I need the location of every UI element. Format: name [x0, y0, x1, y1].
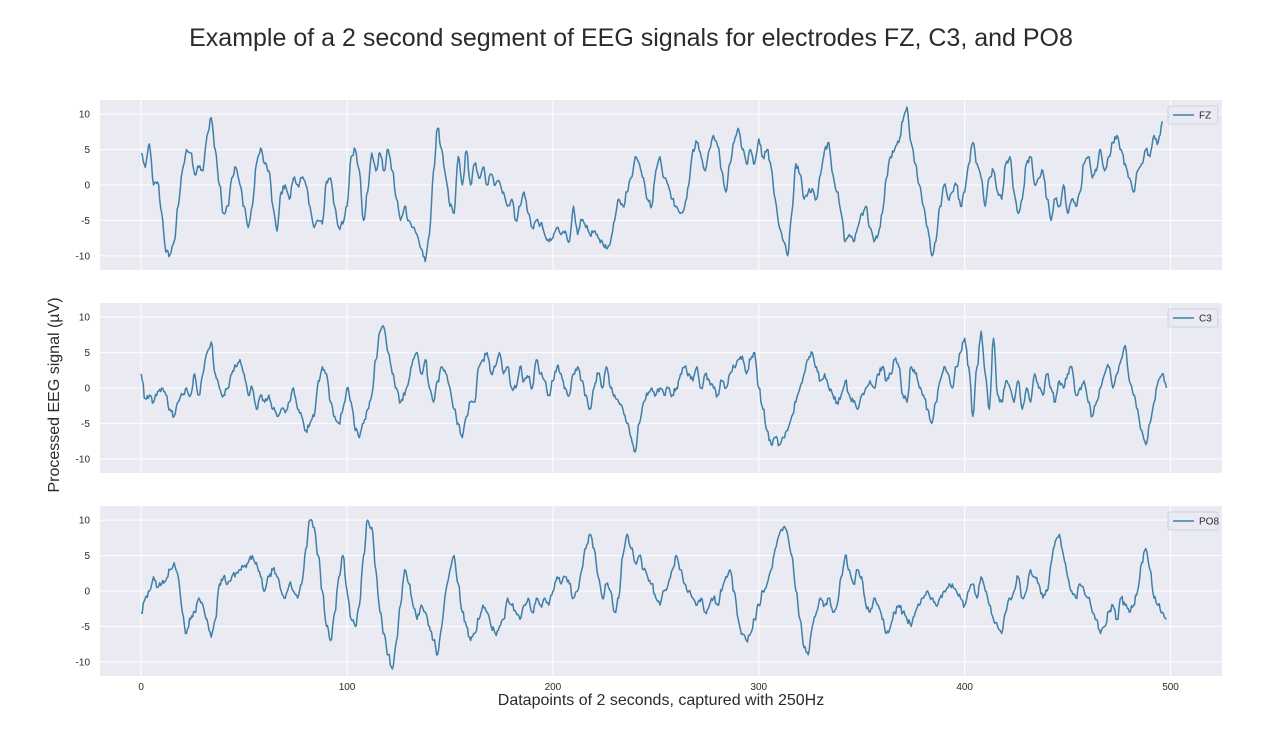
y-tick-label: 0 [84, 181, 90, 192]
series-line-po8 [140, 518, 1167, 670]
y-tick-label: 0 [84, 384, 90, 395]
y-tick-label: 10 [79, 110, 91, 121]
chart-title: Example of a 2 second segment of EEG sig… [189, 24, 1073, 52]
series-line-c3 [140, 325, 1168, 453]
x-tick-label: 400 [956, 682, 973, 693]
y-tick-label: -5 [81, 622, 90, 633]
panel-fz: -10 -5 0 5 10 FZ [76, 100, 1222, 270]
x-tick-label: 300 [750, 682, 767, 693]
panel-c3: -10 -5 0 5 10 C3 [76, 303, 1222, 473]
legend-label: FZ [1199, 111, 1211, 122]
y-tick-label: 0 [84, 587, 90, 598]
x-tick-label: 100 [339, 682, 356, 693]
y-tick-label: 5 [84, 551, 90, 562]
y-tick-label: -10 [76, 454, 91, 465]
x-tick-label: 0 [138, 682, 144, 693]
x-tick-label: 500 [1162, 682, 1179, 693]
y-tick-label: 10 [79, 313, 91, 324]
legend-label: C3 [1199, 314, 1212, 325]
y-tick-label: 5 [84, 348, 90, 359]
legend-label: PO8 [1199, 517, 1219, 528]
x-axis-label: Datapoints of 2 seconds, captured with 2… [497, 692, 825, 709]
y-tick-label: -10 [76, 657, 91, 668]
y-tick-label: 10 [79, 516, 91, 527]
series-line-fz [140, 106, 1164, 263]
y-tick-label: 5 [84, 145, 90, 156]
panel-po8: 0 100 200 300 400 500 -10 -5 0 5 10 PO8 [76, 506, 1222, 693]
x-tick-label: 200 [545, 682, 562, 693]
y-tick-label: -10 [76, 251, 91, 262]
y-tick-label: -5 [81, 419, 90, 430]
y-tick-label: -5 [81, 216, 90, 227]
y-axis-label: Processed EEG signal (µV) [46, 297, 63, 493]
